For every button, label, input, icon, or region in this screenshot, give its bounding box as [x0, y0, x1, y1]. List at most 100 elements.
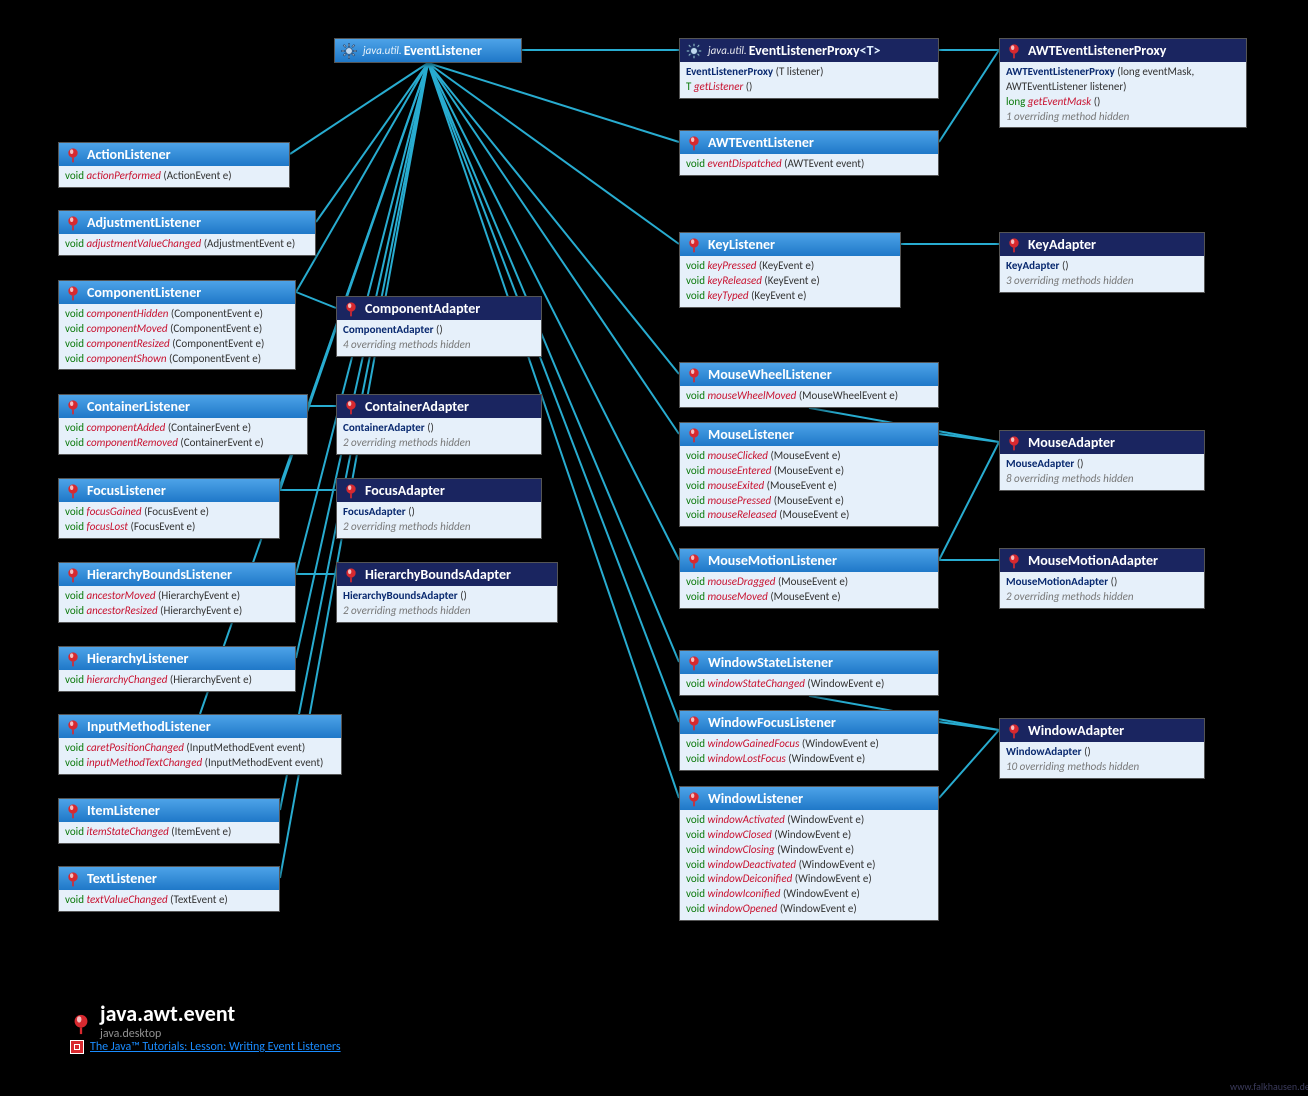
class-node-MouseAdapter: MouseAdapter MouseAdapter ()8 overriding …: [999, 430, 1205, 491]
node-header: HierarchyBoundsAdapter: [337, 563, 557, 586]
class-node-ComponentListener: ComponentListenervoid componentHidden (C…: [58, 280, 296, 370]
node-body: void windowGainedFocus (WindowEvent e)vo…: [680, 734, 938, 770]
class-node-FocusAdapter: FocusAdapterFocusAdapter ()2 overriding …: [336, 478, 542, 539]
method-row: void windowDeiconified (WindowEvent e): [686, 872, 932, 887]
pin-icon: [686, 367, 702, 383]
class-node-HierarchyBoundsListener: HierarchyBoundsListenervoid ancestorMove…: [58, 562, 296, 623]
pin-icon: [1006, 237, 1022, 253]
node-title: InputMethodListener: [87, 718, 211, 735]
node-header: HierarchyBoundsListener: [59, 563, 295, 586]
node-body: void focusGained (FocusEvent e)void focu…: [59, 502, 279, 538]
method-row: AWTEventListenerProxy (long eventMask,: [1006, 65, 1240, 80]
method-row: void mouseEntered (MouseEvent e): [686, 464, 932, 479]
method-row: void componentRemoved (ContainerEvent e): [65, 436, 301, 451]
class-node-KeyListener: KeyListenervoid keyPressed (KeyEvent e)v…: [679, 232, 901, 308]
node-title: KeyListener: [708, 236, 775, 253]
node-body: void mouseWheelMoved (MouseWheelEvent e): [680, 386, 938, 407]
class-node-EventListener: java.util.EventListener: [334, 38, 522, 63]
inheritance-edge: [428, 63, 679, 434]
pin-icon: [686, 237, 702, 253]
inheritance-edge: [939, 442, 999, 560]
node-body: void windowActivated (WindowEvent e)void…: [680, 810, 938, 920]
pin-icon: [686, 135, 702, 151]
inheritance-edge: [939, 434, 999, 442]
pin-icon: [65, 285, 81, 301]
node-header: java.util.EventListener: [335, 39, 521, 62]
node-header: ContainerListener: [59, 395, 307, 418]
node-header: WindowListener: [680, 787, 938, 810]
node-title: ItemListener: [87, 802, 160, 819]
node-body: AWTEventListenerProxy (long eventMask, A…: [1000, 62, 1246, 127]
pin-icon: [686, 791, 702, 807]
node-header: KeyListener: [680, 233, 900, 256]
class-node-ContainerAdapter: ContainerAdapterContainerAdapter ()2 ove…: [336, 394, 542, 455]
method-row: void componentResized (ComponentEvent e): [65, 337, 289, 352]
class-node-HierarchyBoundsAdapter: HierarchyBoundsAdapterHierarchyBoundsAda…: [336, 562, 558, 623]
method-row: KeyAdapter (): [1006, 259, 1198, 274]
node-title: WindowAdapter: [1028, 722, 1124, 739]
node-body: void textValueChanged (TextEvent e): [59, 890, 279, 911]
node-body: void adjustmentValueChanged (AdjustmentE…: [59, 234, 315, 255]
node-body: void mouseDragged (MouseEvent e)void mou…: [680, 572, 938, 608]
node-body: void mouseClicked (MouseEvent e)void mou…: [680, 446, 938, 526]
node-body: void windowStateChanged (WindowEvent e): [680, 674, 938, 695]
node-body: ComponentAdapter ()4 overriding methods …: [337, 320, 541, 356]
method-row: FocusAdapter (): [343, 505, 535, 520]
method-row: void actionPerformed (ActionEvent e): [65, 169, 283, 184]
pin-icon: [1006, 553, 1022, 569]
method-row: void mouseExited (MouseEvent e): [686, 479, 932, 494]
class-node-AWTEventListenerProxy: AWTEventListenerProxy AWTEventListenerPro…: [999, 38, 1247, 128]
method-row: void componentShown (ComponentEvent e): [65, 352, 289, 367]
method-row: void componentHidden (ComponentEvent e): [65, 307, 289, 322]
node-header: java.util.EventListenerProxy <T>: [680, 39, 938, 62]
method-row: void inputMethodTextChanged (InputMethod…: [65, 756, 335, 771]
pin-icon: [686, 427, 702, 443]
node-title: MouseAdapter: [1028, 434, 1115, 451]
method-row: void textValueChanged (TextEvent e): [65, 893, 273, 908]
node-body: void actionPerformed (ActionEvent e): [59, 166, 289, 187]
inheritance-edge: [428, 63, 679, 142]
node-header: WindowAdapter: [1000, 719, 1204, 742]
node-title: MouseMotionAdapter: [1028, 552, 1158, 569]
method-row: void componentMoved (ComponentEvent e): [65, 322, 289, 337]
method-row: 2 overriding methods hidden: [343, 436, 535, 451]
module-name: java.desktop: [100, 1027, 235, 1041]
pin-icon: [343, 301, 359, 317]
node-body: ContainerAdapter ()2 overriding methods …: [337, 418, 541, 454]
method-row: long getEventMask (): [1006, 95, 1240, 110]
node-header: ComponentAdapter: [337, 297, 541, 320]
class-node-HierarchyListener: HierarchyListenervoid hierarchyChanged (…: [58, 646, 296, 692]
node-body: MouseAdapter ()8 overriding methods hidd…: [1000, 454, 1204, 490]
inheritance-edge: [296, 292, 336, 308]
class-node-MouseMotionAdapter: MouseMotionAdapterMouseMotionAdapter ()2…: [999, 548, 1205, 609]
method-row: void windowGainedFocus (WindowEvent e): [686, 737, 932, 752]
node-title: AWTEventListener: [708, 134, 814, 151]
node-title: AWTEventListenerProxy: [1028, 42, 1166, 59]
method-row: void mouseDragged (MouseEvent e): [686, 575, 932, 590]
node-header: FocusAdapter: [337, 479, 541, 502]
method-row: 2 overriding methods hidden: [343, 604, 551, 619]
pin-icon: [686, 715, 702, 731]
method-row: void mousePressed (MouseEvent e): [686, 494, 932, 509]
pin-icon: [65, 871, 81, 887]
pin-icon: [65, 483, 81, 499]
method-row: void keyPressed (KeyEvent e): [686, 259, 894, 274]
node-title: MouseMotionListener: [708, 552, 837, 569]
tutorial-link[interactable]: The Java™ Tutorials: Lesson: Writing Eve…: [90, 1040, 341, 1054]
pin-icon: [1006, 43, 1022, 59]
pin-icon: [1006, 723, 1022, 739]
method-row: void componentAdded (ContainerEvent e): [65, 421, 301, 436]
node-body: void componentHidden (ComponentEvent e)v…: [59, 304, 295, 369]
inheritance-edge: [939, 50, 999, 142]
package-footer: java.awt.event java.desktop: [70, 1000, 235, 1041]
class-node-WindowListener: WindowListenervoid windowActivated (Wind…: [679, 786, 939, 921]
method-row: void windowIconified (WindowEvent e): [686, 887, 932, 902]
oracle-icon: [70, 1040, 84, 1054]
method-row: 4 overriding methods hidden: [343, 338, 535, 353]
node-title: WindowFocusListener: [708, 714, 836, 731]
pkg-prefix: java.util.: [708, 44, 747, 57]
class-node-WindowFocusListener: WindowFocusListener void windowGainedFocu…: [679, 710, 939, 771]
node-header: WindowFocusListener: [680, 711, 938, 734]
class-node-MouseWheelListener: MouseWheelListenervoid mouseWheelMoved (…: [679, 362, 939, 408]
node-title: ContainerListener: [87, 398, 190, 415]
